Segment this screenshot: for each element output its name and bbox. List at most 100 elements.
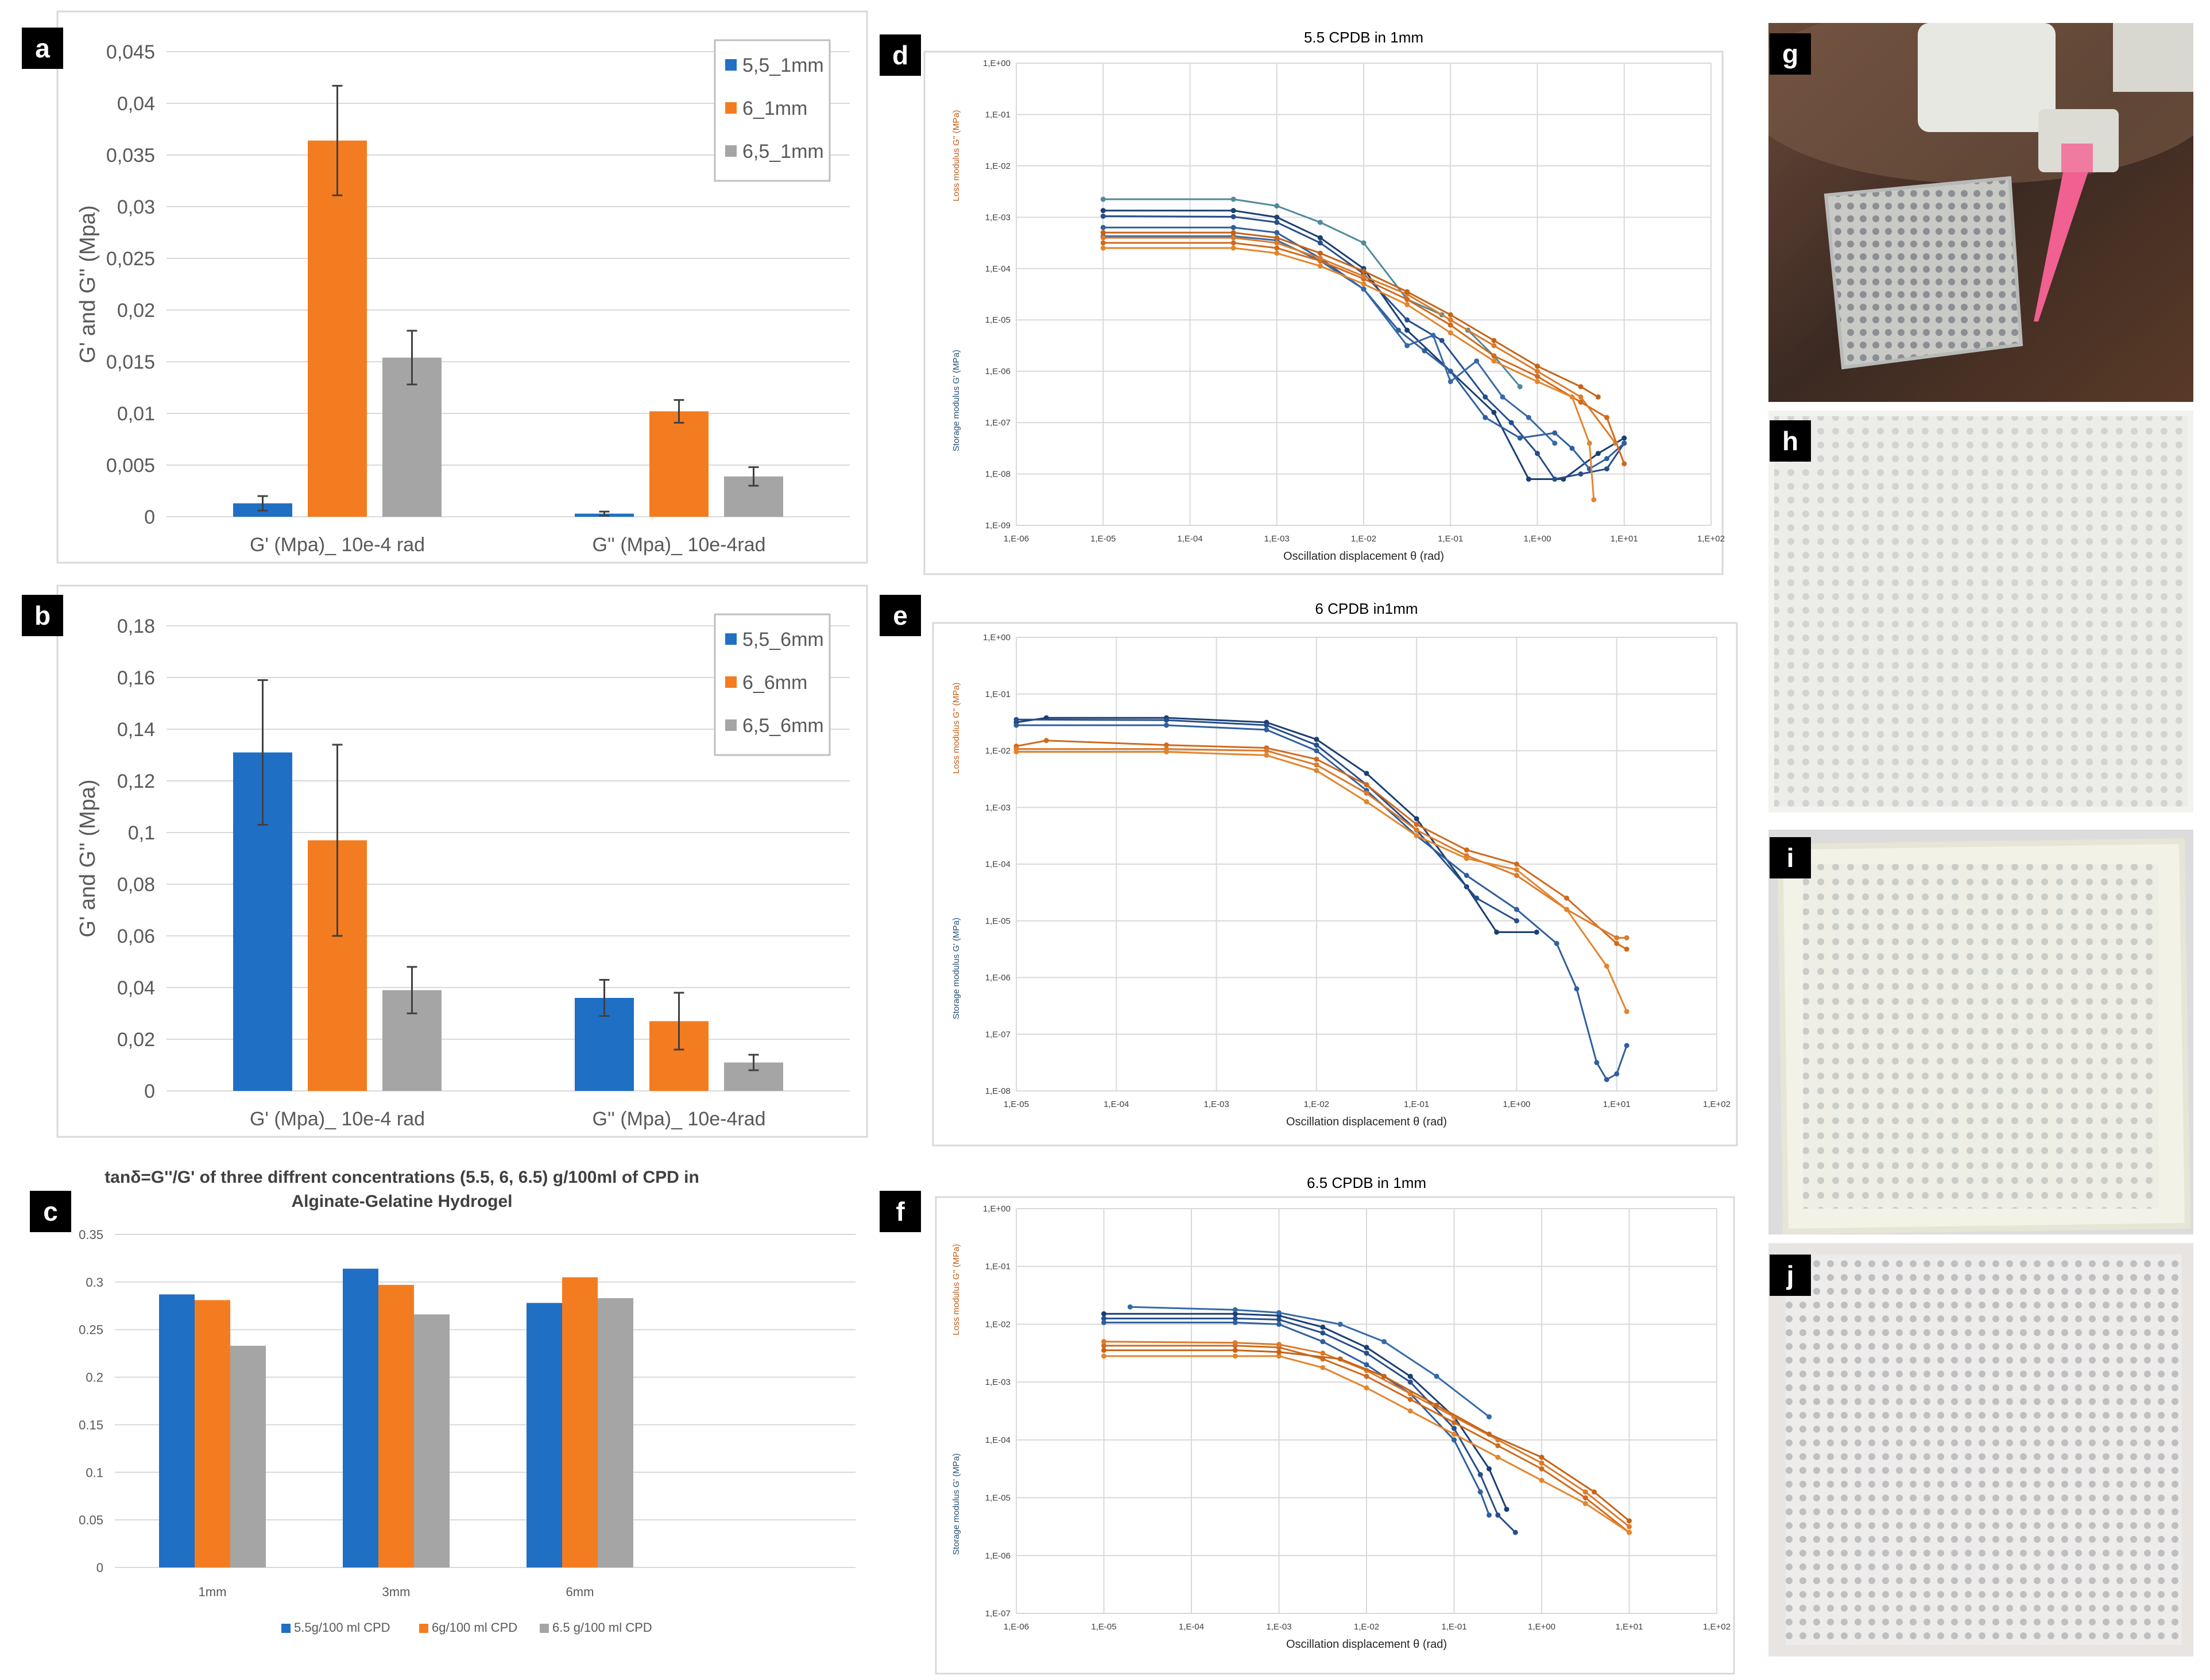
y-tick-label: 1,E+00: [983, 59, 1011, 68]
data-point: [1514, 918, 1519, 924]
panel-label-b: b: [22, 595, 63, 636]
data-point: [1534, 930, 1539, 935]
panel-label-c: c: [30, 1191, 71, 1232]
x-tick-label: 1,E-03: [1266, 1622, 1291, 1632]
bar: [308, 140, 367, 517]
y-axis-label-bottom: Storage modulus G' (MPa): [951, 1453, 961, 1555]
y-tick-label: 1,E-07: [985, 418, 1011, 428]
y-tick-label: 1,E-01: [985, 110, 1011, 119]
y-tick-label: 1,E-05: [985, 916, 1011, 926]
y-tick-label: 0.35: [79, 1228, 103, 1242]
data-point: [1495, 1454, 1501, 1460]
data-point: [1487, 1512, 1492, 1518]
data-point: [1364, 782, 1369, 788]
data-point: [1404, 301, 1410, 307]
data-point: [1578, 471, 1584, 477]
bar: [159, 1294, 195, 1567]
x-tick-label: G'' (Mpa)_ 10e-4rad: [592, 534, 765, 556]
y-tick-label: 0: [96, 1561, 103, 1575]
bar: [378, 1284, 414, 1567]
data-point: [1569, 394, 1575, 400]
data-point: [1504, 1507, 1510, 1512]
data-point: [1230, 235, 1236, 241]
photo-g-printing: [1768, 23, 2193, 402]
panel-label-f: f: [880, 1191, 921, 1232]
data-point: [1317, 250, 1323, 256]
y-tick-label: 1,E-08: [985, 470, 1011, 479]
y-tick-label: 0,12: [117, 771, 155, 792]
data-point: [1274, 214, 1280, 220]
legend-swatch: [540, 1624, 549, 1633]
data-point: [1232, 1319, 1238, 1325]
data-point: [1101, 1348, 1106, 1353]
x-tick-label: 1,E-04: [1177, 534, 1202, 544]
data-point: [1274, 235, 1280, 241]
data-point: [1381, 1373, 1387, 1379]
data-point: [1539, 1466, 1545, 1472]
data-point: [1013, 749, 1019, 754]
x-tick-label: 3mm: [382, 1585, 411, 1599]
data-point: [1317, 219, 1323, 225]
data-point: [1535, 451, 1540, 456]
data-point: [1381, 1339, 1387, 1345]
x-tick-label: 1,E+01: [1603, 1100, 1631, 1109]
data-point: [1407, 1408, 1413, 1414]
y-tick-label: 0,045: [106, 41, 155, 63]
y-tick-label: 0.15: [79, 1418, 103, 1432]
data-point: [1101, 1319, 1106, 1325]
panel-label-g: g: [1770, 33, 1811, 75]
data-point: [1274, 203, 1280, 209]
y-tick-label: 1,E-06: [985, 1551, 1011, 1561]
data-point: [1407, 1379, 1413, 1385]
data-point: [1230, 208, 1236, 214]
data-point: [1582, 1501, 1588, 1507]
data-point: [1276, 1321, 1282, 1327]
panel-label-j: j: [1770, 1255, 1811, 1296]
data-point: [1439, 338, 1445, 343]
data-point: [1447, 379, 1453, 385]
bar: [414, 1314, 450, 1567]
data-point: [1483, 415, 1488, 420]
chart-frame: [932, 622, 1738, 1147]
chart-frame: [935, 1196, 1735, 1675]
data-point: [1013, 722, 1019, 728]
data-point: [1163, 749, 1169, 754]
data-point: [1477, 1472, 1483, 1477]
data-point: [1539, 1454, 1545, 1460]
y-tick-label: 1,E-02: [985, 746, 1011, 756]
data-point: [1264, 727, 1270, 733]
y-tick-label: 1,E-01: [985, 690, 1011, 699]
data-point: [1232, 1311, 1238, 1317]
data-point: [1624, 946, 1630, 952]
y-tick-label: 1,E-03: [985, 1377, 1011, 1387]
data-point: [1487, 1466, 1492, 1472]
data-point: [1586, 440, 1592, 446]
data-point: [1101, 1353, 1106, 1359]
data-point: [1274, 240, 1280, 246]
data-point: [1514, 907, 1519, 912]
data-point: [1464, 856, 1469, 861]
data-point: [1535, 363, 1540, 369]
data-point: [1491, 353, 1497, 359]
y-tick-label: 0.1: [86, 1465, 103, 1480]
data-point: [1535, 379, 1540, 385]
data-point: [1100, 245, 1106, 251]
x-tick-label: 1,E+00: [1528, 1622, 1555, 1632]
x-tick-label: G'' (Mpa)_ 10e-4rad: [592, 1108, 765, 1130]
data-point: [1232, 1315, 1238, 1321]
x-tick-label: 6mm: [566, 1585, 594, 1599]
x-tick-label: 1,E-02: [1351, 534, 1376, 544]
panel-label-d: d: [880, 34, 921, 76]
data-point: [1320, 1324, 1326, 1330]
data-point: [1434, 1373, 1439, 1379]
bar: [649, 411, 709, 517]
legend-swatch: [725, 719, 737, 731]
data-point: [1494, 930, 1500, 935]
y-tick-label: 1,E-09: [985, 521, 1011, 531]
y-axis-label-top: Loss modulus G'' (MPa): [951, 1244, 961, 1335]
data-point: [1404, 317, 1410, 323]
panel-label-h: h: [1770, 420, 1811, 462]
data-point: [1624, 1009, 1630, 1015]
data-point: [1422, 348, 1427, 354]
y-tick-label: 0,035: [106, 145, 155, 167]
